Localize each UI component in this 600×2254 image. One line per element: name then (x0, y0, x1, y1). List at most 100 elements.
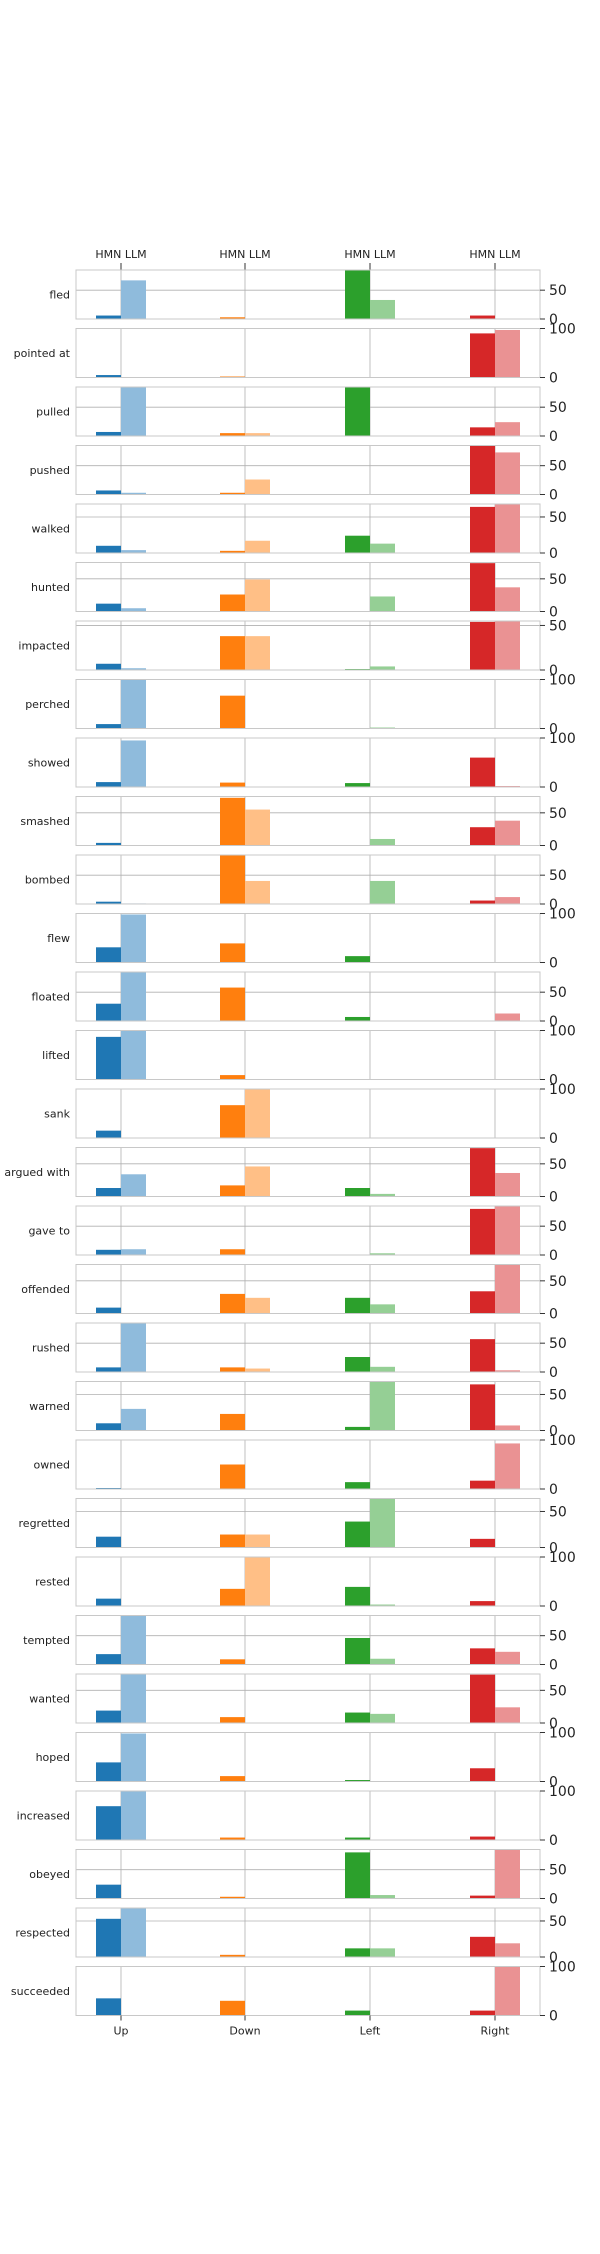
bar-llm (495, 1014, 520, 1021)
bar-hmn (470, 427, 495, 436)
top-category-label: HMN LLM (219, 248, 270, 261)
bar-hmn (470, 1675, 495, 1723)
bar-llm (495, 821, 520, 846)
y-tick-label: 50 (549, 806, 567, 822)
y-tick-label: 50 (549, 400, 567, 416)
bar-hmn (96, 947, 121, 962)
bar-hmn (470, 1384, 495, 1430)
bar-llm (495, 1206, 520, 1255)
row-label: obeyed (29, 1868, 70, 1881)
x-category-label: Up (113, 2025, 128, 2038)
bar-hmn (470, 1481, 495, 1489)
bar-llm (495, 1850, 520, 1899)
bar-hmn (345, 956, 370, 962)
bar-hmn (220, 798, 245, 846)
bar-hmn (96, 1806, 121, 1840)
row-label: flew (47, 932, 70, 945)
bar-llm (121, 680, 146, 729)
bar-hmn (470, 563, 495, 611)
bar-llm (245, 1369, 270, 1372)
bar-llm (245, 579, 270, 611)
row-label: hunted (31, 581, 70, 594)
bar-llm (370, 300, 395, 319)
bar-llm (495, 897, 520, 904)
row-label: pushed (30, 464, 70, 477)
bar-hmn (470, 1539, 495, 1548)
bar-hmn (96, 1367, 121, 1372)
row-label: walked (31, 523, 70, 536)
bar-llm (121, 1409, 146, 1431)
row-label: increased (17, 1810, 70, 1823)
bar-hmn (220, 1589, 245, 1606)
bar-hmn (470, 1837, 495, 1840)
bar-hmn (345, 387, 370, 436)
y-tick-label: 50 (549, 283, 567, 299)
bar-llm (121, 1908, 146, 1957)
bar-hmn (220, 1185, 245, 1196)
y-tick-label: 50 (549, 618, 567, 634)
y-tick-label: 50 (549, 868, 567, 884)
y-tick-label: 0 (549, 1248, 558, 1264)
bar-hmn (96, 604, 121, 612)
bar-hmn (470, 1209, 495, 1255)
bar-llm (121, 387, 146, 436)
bar-llm (245, 881, 270, 904)
row-label: wanted (29, 1693, 70, 1706)
x-category-label: Down (229, 2025, 260, 2038)
row-label: offended (21, 1283, 70, 1296)
y-tick-label: 50 (549, 459, 567, 475)
bar-llm (245, 541, 270, 553)
y-tick-label: 0 (549, 1131, 558, 1147)
bar-hmn (96, 782, 121, 787)
bar-llm (245, 1557, 270, 1606)
row-label: hoped (36, 1751, 70, 1764)
row-label: perched (25, 698, 70, 711)
bar-hmn (220, 1249, 245, 1255)
bar-hmn (345, 1522, 370, 1548)
bar-llm (495, 1443, 520, 1489)
bar-hmn (470, 1148, 495, 1196)
row-label: regretted (19, 1517, 70, 1530)
bar-llm (370, 1367, 395, 1372)
y-tick-label: 0 (549, 1599, 558, 1615)
bar-hmn (220, 595, 245, 612)
row-label: sank (44, 1108, 70, 1121)
bar-hmn (470, 333, 495, 377)
y-tick-label: 50 (549, 1336, 567, 1352)
y-tick-label: 50 (549, 985, 567, 1001)
bar-llm (495, 1707, 520, 1723)
y-tick-label: 50 (549, 1157, 567, 1173)
bar-llm (495, 330, 520, 378)
bar-hmn (345, 783, 370, 787)
bar-hmn (96, 1711, 121, 1723)
row-label: tempted (23, 1634, 70, 1647)
row-label: showed (28, 757, 70, 770)
bar-hmn (96, 432, 121, 436)
bar-hmn (470, 316, 495, 319)
bar-llm (121, 1031, 146, 1080)
bar-hmn (220, 1776, 245, 1781)
row-label: fled (49, 289, 70, 302)
y-tick-label: 50 (549, 1274, 567, 1290)
y-tick-label: 0 (549, 1658, 558, 1674)
bar-hmn (220, 1535, 245, 1548)
bar-llm (245, 636, 270, 670)
bar-hmn (96, 1131, 121, 1138)
panel-frame (76, 1967, 540, 2016)
y-tick-label: 50 (549, 572, 567, 588)
bar-llm (370, 596, 395, 611)
bar-llm (121, 1674, 146, 1723)
bar-hmn (96, 1037, 121, 1080)
panel-frame (76, 1850, 540, 1899)
bar-hmn (96, 1885, 121, 1899)
y-tick-label: 50 (549, 1863, 567, 1879)
bar-llm (495, 1425, 520, 1430)
